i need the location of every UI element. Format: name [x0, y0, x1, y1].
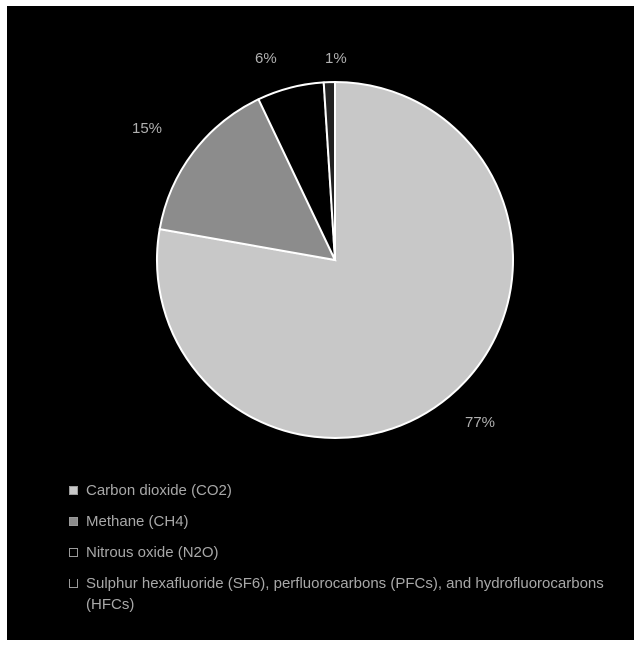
legend-label-fluorinated-gases: Sulphur hexafluoride (SF6), perfluorocar…	[86, 575, 604, 613]
legend-label-methane: Methane (CH4)	[86, 513, 189, 530]
legend-label-nitrous-oxide: Nitrous oxide (N2O)	[86, 544, 219, 561]
legend: Carbon dioxide (CO2) Methane (CH4) Nitro…	[69, 480, 629, 625]
pie-label-nitrous-oxide: 6%	[255, 50, 277, 67]
pie-chart: 77% 15% 6% 1%	[132, 50, 514, 439]
legend-swatch-fluorinated-gases	[69, 579, 78, 588]
pie-label-carbon-dioxide: 77%	[465, 414, 495, 431]
legend-label-carbon-dioxide: Carbon dioxide (CO2)	[86, 482, 232, 499]
pie-slice-fluorinated-gases	[322, 80, 336, 261]
legend-swatch-nitrous-oxide	[69, 548, 78, 557]
pie-slice-methane	[158, 97, 337, 262]
chart-frame: 77% 15% 6% 1% Carbon dioxide (CO2) Methane …	[7, 6, 634, 640]
legend-item-carbon-dioxide: Carbon dioxide (CO2)	[69, 480, 629, 501]
legend-swatch-methane	[69, 517, 78, 526]
pie-label-fluorinated-gases: 1%	[325, 50, 347, 67]
pie-label-methane: 15%	[132, 120, 162, 137]
legend-swatch-carbon-dioxide	[69, 486, 78, 495]
legend-item-fluorinated-gases: Sulphur hexafluoride (SF6), perfluorocar…	[69, 573, 629, 615]
pie-slice-carbon-dioxide	[156, 80, 514, 439]
legend-item-nitrous-oxide: Nitrous oxide (N2O)	[69, 542, 629, 563]
legend-item-methane: Methane (CH4)	[69, 511, 629, 532]
